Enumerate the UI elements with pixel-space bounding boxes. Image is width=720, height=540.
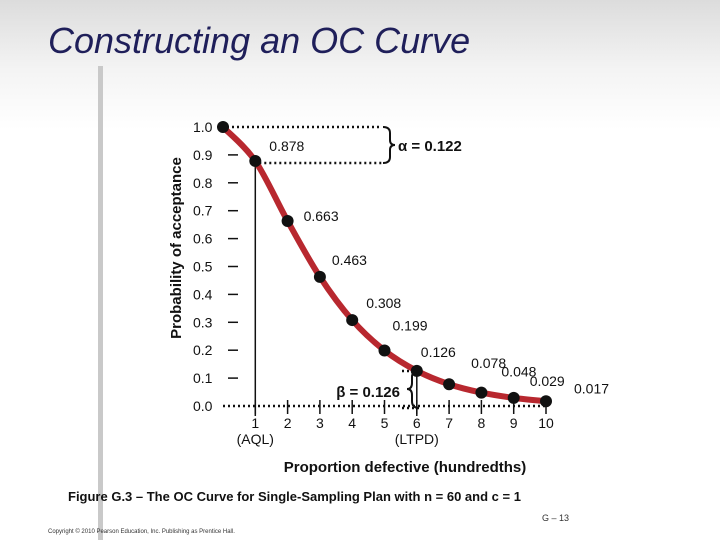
y-tick-label-5: 0.5: [193, 259, 213, 275]
data-point-2: [281, 215, 294, 228]
x-axis-label: Proportion defective (hundredths): [284, 459, 527, 476]
figure-caption: Figure G.3 – The OC Curve for Single-Sam…: [68, 489, 521, 504]
y-tick-label-6: 0.6: [193, 231, 213, 247]
data-label-10: 0.017: [574, 380, 609, 396]
alpha-brace: [382, 126, 396, 164]
x-tick-label-7: 7: [445, 415, 453, 431]
x-tick-label-5: 5: [381, 415, 389, 431]
data-label-2: 0.663: [304, 208, 339, 224]
y-tick-label-9: 0.9: [193, 147, 213, 163]
x-tick-label-10: 10: [538, 415, 554, 431]
data-point-1: [249, 155, 262, 168]
x-tick-label-9: 9: [510, 415, 518, 431]
data-point-9: [507, 391, 520, 404]
data-label-7: 0.078: [471, 355, 506, 371]
x-tick-label-8: 8: [478, 415, 486, 431]
x-tick-label-4: 4: [348, 415, 356, 431]
data-label-8: 0.048: [501, 364, 536, 380]
x-tick-label-3: 3: [316, 415, 324, 431]
data-point-8: [475, 386, 488, 399]
x-tick-label-2: 2: [284, 415, 292, 431]
slide-title: Constructing an OC Curve: [48, 20, 471, 61]
y-tick-label-2: 0.2: [193, 342, 213, 358]
copyright-notice: Copyright © 2010 Pearson Education, Inc.…: [48, 529, 235, 535]
data-label-1: 0.878: [269, 138, 304, 154]
data-point-3: [313, 270, 326, 283]
data-label-9: 0.029: [530, 373, 565, 389]
y-tick-label-0: 0.0: [193, 398, 213, 414]
x-sublabel-1: (LTPD): [395, 431, 439, 447]
data-label-5: 0.199: [393, 317, 428, 333]
y-tick-label-1: 0.1: [193, 370, 213, 386]
data-point-10: [540, 395, 552, 408]
x-sublabel-0: (AQL): [237, 431, 274, 447]
x-tick-label-6: 6: [413, 415, 421, 431]
left-accent-bar: [98, 66, 103, 540]
beta-annotation: β = 0.126: [336, 384, 400, 401]
data-point-7: [443, 378, 456, 391]
data-point-5: [378, 344, 391, 357]
x-tick-label-1: 1: [251, 415, 259, 431]
y-axis-label: Probability of acceptance: [168, 157, 185, 339]
y-tick-label-10: 1.0: [193, 119, 213, 135]
y-tick-label-3: 0.3: [193, 314, 213, 330]
y-tick-label-4: 0.4: [193, 286, 213, 302]
beta-brace: [406, 370, 420, 409]
data-label-4: 0.308: [366, 295, 401, 311]
oc-curve-chart: 0.0 0.1 0.2 0.3 0.4 0.5 0.6 0.7 0.8 0.9 1.0 1 2 3 4 5 6…: [168, 119, 609, 476]
data-label-6: 0.126: [421, 344, 456, 360]
data-point-4: [346, 314, 359, 327]
slide-number: G – 13: [542, 513, 570, 523]
y-tick-label-8: 0.8: [193, 175, 213, 191]
alpha-annotation: α = 0.122: [398, 138, 462, 155]
y-tick-label-7: 0.7: [193, 203, 213, 219]
data-label-3: 0.463: [332, 252, 367, 268]
data-point-0: [217, 121, 229, 133]
